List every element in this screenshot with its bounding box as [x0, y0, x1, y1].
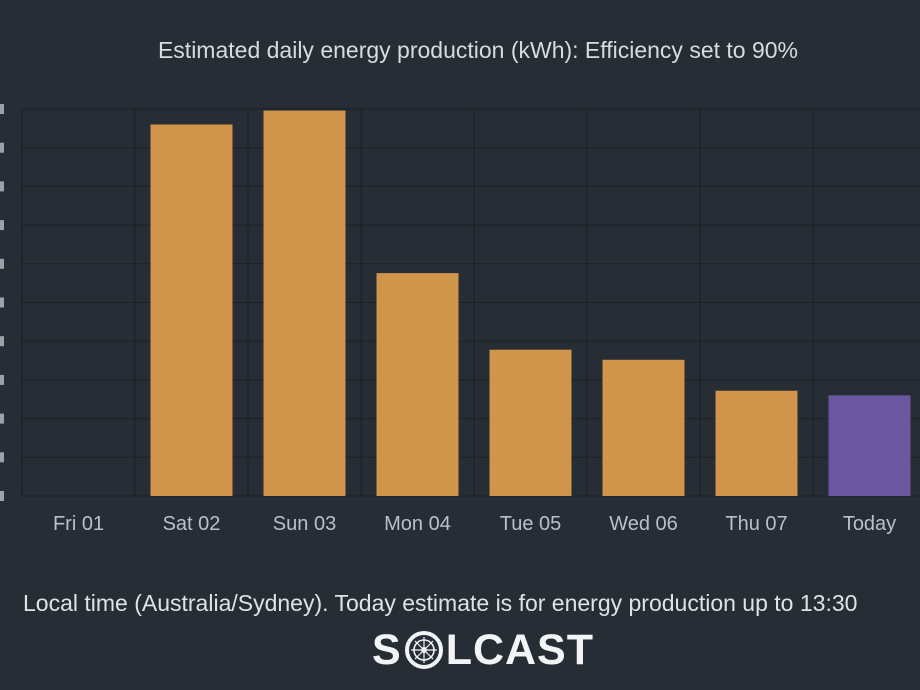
energy-bar-chart: Estimated daily energy production (kWh):…: [0, 37, 920, 535]
x-tick-label: Sat 02: [163, 513, 221, 535]
y-tick-fragment: [0, 491, 4, 501]
y-axis-ticks: [0, 104, 4, 501]
y-tick-fragment: [0, 413, 4, 424]
chart-title: Estimated daily energy production (kWh):…: [158, 37, 798, 63]
x-tick-label: Today: [843, 513, 896, 535]
bar-today[interactable]: [828, 395, 911, 496]
x-tick-label: Tue 05: [500, 513, 562, 535]
brand-text-s: S: [372, 626, 402, 674]
x-tick-label: Mon 04: [384, 513, 451, 535]
y-tick-fragment: [0, 104, 4, 114]
solcast-globe-logo-icon: [404, 631, 443, 669]
y-tick-fragment: [0, 452, 4, 463]
y-tick-fragment: [0, 220, 4, 231]
x-tick-label: Wed 06: [609, 513, 678, 535]
x-tick-label: Thu 07: [725, 513, 787, 535]
x-tick-label: Sun 03: [273, 513, 336, 535]
y-tick-fragment: [0, 374, 4, 385]
bar-mon-04[interactable]: [376, 273, 459, 496]
y-tick-fragment: [0, 258, 4, 269]
bar-thu-07[interactable]: [715, 390, 798, 496]
x-tick-label: Fri 01: [53, 513, 104, 535]
x-axis-labels: Fri 01 Sat 02 Sun 03 Mon 04 Tue 05 Wed 06 Thu …: [53, 513, 896, 535]
bar-wed-06[interactable]: [602, 359, 685, 496]
bar-sun-03[interactable]: [263, 110, 346, 496]
bar-sat-02[interactable]: [150, 124, 233, 496]
y-tick-fragment: [0, 336, 4, 347]
solcast-brand: S LCAST: [372, 628, 594, 672]
footer-note: Local time (Australia/Sydney). Today est…: [23, 590, 858, 616]
bar-tue-05[interactable]: [489, 349, 572, 496]
brand-text-rest: LCAST: [445, 626, 595, 674]
y-tick-fragment: [0, 181, 4, 192]
chart-bars: [150, 110, 911, 496]
y-tick-fragment: [0, 297, 4, 308]
y-tick-fragment: [0, 142, 4, 153]
